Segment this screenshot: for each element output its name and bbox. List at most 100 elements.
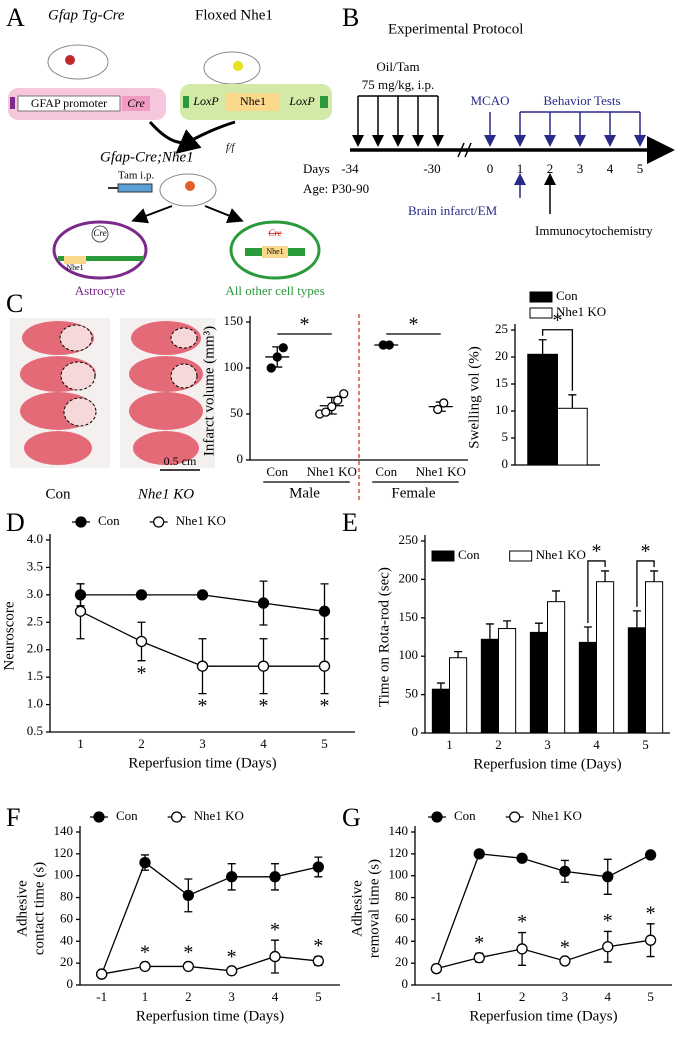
- label: Behavior Tests: [543, 93, 620, 108]
- infarct-outline: [170, 327, 198, 349]
- point: [135, 589, 148, 601]
- legend-swatch: [529, 307, 553, 319]
- x-tick-label: Nhe1 KO: [307, 464, 357, 479]
- legend-marker: [93, 811, 105, 823]
- axis-break: [457, 142, 472, 158]
- day-label: 4: [607, 161, 614, 176]
- point: [433, 404, 443, 415]
- y-tick-label: 80: [60, 889, 73, 904]
- y-tick-label: 4.0: [27, 531, 43, 546]
- point: [321, 407, 331, 417]
- point: [269, 950, 281, 963]
- x-tick-label: 2: [138, 736, 145, 751]
- legend-label: Nhe1 KO: [176, 513, 226, 528]
- point: [439, 398, 449, 408]
- point: [196, 589, 209, 601]
- label: LoxP: [288, 94, 315, 108]
- infarct-outline: [63, 397, 97, 427]
- bar: [431, 688, 451, 734]
- y-axis-label: Adhesive: [349, 880, 365, 937]
- significance: *: [409, 314, 419, 336]
- label: Days: [303, 161, 330, 176]
- y-tick-label: 0: [237, 451, 244, 466]
- point: [272, 352, 282, 362]
- arrow: [131, 205, 173, 224]
- syringe: [117, 183, 153, 193]
- point: [318, 605, 331, 617]
- panel-label: F: [6, 803, 20, 832]
- line: [436, 939, 651, 970]
- error-bar: [650, 570, 659, 582]
- point: [269, 871, 281, 883]
- point: [644, 934, 657, 946]
- label: Age: P30-90: [303, 181, 369, 196]
- brain-images: 0.5 cm Con Nhe1 KO: [10, 318, 215, 502]
- error-bar: [454, 650, 463, 658]
- point: [182, 960, 194, 973]
- label: Nhe1 KO: [137, 486, 194, 502]
- y-tick-label: 120: [389, 845, 409, 860]
- day-label: 1: [517, 161, 524, 176]
- day-label: -34: [341, 161, 359, 176]
- significance-bracket: [636, 560, 655, 607]
- gene: [58, 256, 144, 261]
- point: [182, 889, 194, 902]
- line: [101, 955, 319, 975]
- legend-marker: [431, 811, 443, 823]
- error-bar: [601, 570, 610, 582]
- x-axis-label: Reperfusion time (Days): [136, 1008, 284, 1024]
- label: GFAP promoter: [31, 96, 107, 110]
- bar: [578, 641, 597, 734]
- legend-label: Con: [556, 288, 578, 303]
- error-bar: [632, 610, 641, 628]
- legend-swatch: [431, 550, 455, 562]
- panel-label: E: [342, 508, 358, 537]
- error-bar: [503, 620, 512, 629]
- significance: *: [198, 695, 208, 717]
- error-bar: [583, 626, 592, 643]
- error-bar: [538, 339, 547, 355]
- y-tick-label: 100: [224, 359, 244, 374]
- label: Cre: [93, 228, 106, 238]
- line: [101, 861, 319, 975]
- error-bar: [436, 682, 445, 690]
- bar: [498, 628, 517, 734]
- error-bar: [485, 623, 494, 640]
- y-tick-label: 150: [399, 609, 419, 624]
- brain-slice: [129, 392, 203, 430]
- label: Cre: [268, 228, 281, 238]
- point: [473, 952, 485, 964]
- point: [384, 340, 394, 350]
- legend-label: Nhe1 KO: [536, 547, 586, 562]
- x-tick-label: 5: [321, 736, 328, 751]
- y-tick-label: 15: [495, 375, 508, 390]
- x-tick-label: 3: [562, 989, 569, 1004]
- bar: [480, 638, 500, 734]
- significance: *: [300, 314, 310, 336]
- point: [339, 389, 349, 399]
- label: LoxP: [192, 94, 219, 108]
- mouse: [47, 44, 109, 80]
- point: [333, 395, 343, 405]
- significance: *: [313, 935, 323, 957]
- point: [278, 343, 288, 353]
- panel-label: A: [6, 3, 25, 32]
- x-tick-label: 4: [605, 989, 612, 1004]
- significance: *: [517, 911, 527, 933]
- significance: *: [592, 541, 602, 563]
- point: [644, 849, 657, 861]
- day-label: 0: [487, 161, 494, 176]
- mouse: [203, 51, 261, 85]
- construct-part: [17, 95, 121, 112]
- y-axis-label: Infarct volume (mm³): [201, 326, 217, 456]
- point: [139, 856, 151, 869]
- y-tick-label: 60: [395, 910, 408, 925]
- legend-swatch: [529, 291, 553, 303]
- bar: [627, 627, 646, 734]
- legend-marker: [153, 516, 165, 528]
- protocol-b: Experimental Protocol Oil/Tam 75 mg/kg, …: [303, 21, 675, 238]
- cross-arrow: [175, 129, 202, 154]
- significance: *: [320, 695, 330, 717]
- day-label: 2: [547, 161, 554, 176]
